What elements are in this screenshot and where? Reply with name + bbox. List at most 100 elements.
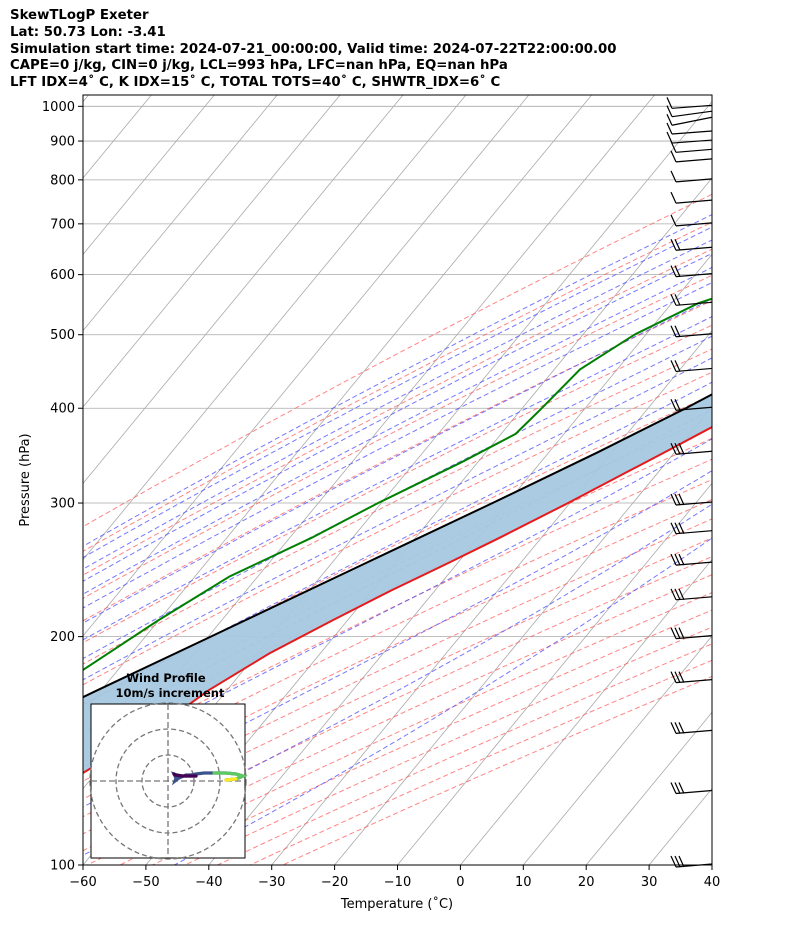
isotherm-line — [83, 95, 404, 484]
moist-adiabat-line — [83, 298, 712, 624]
wind-barb — [666, 105, 713, 118]
wind-barb-flag — [674, 553, 681, 566]
wind-barb-flag — [670, 782, 677, 794]
y-tick-label: 800 — [50, 173, 75, 188]
wind-barb-shaft — [671, 110, 713, 118]
moist-adiabat-line — [83, 252, 712, 582]
wind-barb-flag — [674, 265, 681, 277]
y-tick-label: 900 — [50, 135, 75, 150]
x-tick-label: −30 — [258, 875, 285, 890]
wind-barb-shaft — [671, 130, 713, 135]
wind-barb-shaft — [671, 139, 713, 144]
wind-barb-shaft — [675, 148, 713, 153]
wind-barb — [670, 239, 713, 251]
chart-header: SkewTLogP Exeter Lat: 50.73 Lon: -3.41 S… — [10, 8, 617, 92]
x-tick-label: −40 — [195, 875, 222, 890]
dry-adiabat-line — [83, 274, 712, 599]
x-tick-label: −50 — [132, 875, 159, 890]
isotherm-line — [397, 482, 712, 865]
hodograph-surface-segment — [224, 777, 238, 782]
time-line: Simulation start time: 2024-07-21_00:00:… — [10, 41, 617, 57]
y-tick-label: 100 — [50, 859, 75, 874]
wind-barb-flag — [678, 493, 685, 506]
wind-barb-flag — [670, 493, 677, 506]
inset-title: Wind Profile — [126, 671, 206, 685]
indices-line: LFT IDX=4˚ C, K IDX=15˚ C, TOTAL TOTS=40… — [10, 75, 501, 91]
dry-adiabat-line — [83, 518, 712, 818]
wind-barb-flag — [670, 360, 677, 372]
wind-barb — [670, 398, 713, 411]
wind-barb-shaft — [675, 501, 713, 506]
moist-adiabat-line — [83, 381, 712, 705]
axes: −60 −50 −40 −30 −20 −10 0 10 20 30 40 1000 900 800 700… — [42, 100, 720, 890]
wind-barb-flag — [666, 105, 673, 117]
dry-adiabat-line — [83, 300, 712, 622]
chart-title: SkewTLogP Exeter — [10, 8, 149, 23]
wind-barb — [666, 122, 713, 135]
mixing-ratio-line — [754, 95, 794, 275]
x-tick-label: 30 — [641, 875, 658, 890]
wind-barb-flag — [670, 170, 677, 183]
moist-adiabat-line — [83, 239, 712, 570]
dry-adiabat-line — [184, 626, 712, 865]
wind-barb-shaft — [675, 450, 713, 455]
moist-adiabat-line — [83, 315, 712, 641]
wind-barb-flag — [674, 442, 681, 455]
wind-barb-shaft — [675, 406, 713, 411]
wind-barb-flag — [678, 722, 685, 734]
wind-barb — [670, 493, 713, 506]
isotherm-line — [208, 253, 712, 865]
wind-barb — [670, 782, 713, 795]
wind-barb — [670, 214, 713, 227]
x-tick-label: −20 — [321, 875, 348, 890]
wind-barb-flag — [674, 722, 681, 734]
wind-barb-flag — [674, 782, 681, 794]
wind-barb-flag — [670, 265, 677, 277]
wind-barb-flag — [678, 522, 685, 534]
x-axis-label: Temperature (˚C) — [340, 896, 453, 912]
dry-adiabat-line — [83, 394, 712, 706]
wind-barb-flag — [670, 239, 677, 251]
wind-barb-shaft — [675, 222, 713, 227]
y-tick-label: 500 — [50, 328, 75, 343]
y-tick-label: 300 — [50, 497, 75, 512]
dry-adiabat-line — [152, 609, 712, 865]
wind-barb-flag — [670, 442, 677, 455]
wind-profile-inset: Wind Profile 10m/s increment — [89, 671, 248, 860]
parameters-line: CAPE=0 j/kg, CIN=0 j/kg, LCL=993 hPa, LF… — [10, 58, 508, 74]
wind-barb-flag — [678, 627, 685, 639]
wind-barb-shaft — [675, 333, 713, 338]
wind-barb — [670, 265, 713, 278]
wind-barb-flag — [678, 442, 685, 455]
wind-barb-shaft — [675, 789, 713, 795]
wind-barb-shaft — [675, 246, 713, 251]
location-line: Lat: 50.73 Lon: -3.41 — [10, 24, 166, 40]
wind-barb — [670, 141, 713, 153]
dry-adiabat-line — [83, 193, 712, 528]
wind-barb — [670, 522, 713, 535]
isotherm-line — [711, 864, 712, 865]
isotherm-line — [83, 95, 467, 561]
wind-barb-flag — [674, 522, 681, 534]
wind-barb — [670, 442, 713, 455]
wind-barb — [666, 131, 713, 144]
wind-barb — [670, 722, 713, 735]
wind-barb-flag — [670, 191, 677, 204]
isotherm-line — [585, 711, 712, 865]
wind-barb-shaft — [671, 116, 713, 126]
wind-barb-shaft — [675, 635, 713, 640]
wind-barb-flag — [674, 360, 681, 372]
wind-barb-flag — [678, 553, 685, 566]
x-tick-label: 40 — [704, 875, 721, 890]
wind-barbs — [666, 97, 713, 868]
wind-barb-flag — [666, 131, 673, 144]
isotherm-line — [83, 95, 530, 637]
wind-barb-flag — [674, 671, 681, 683]
wind-barb-flag — [670, 398, 677, 411]
wind-barb-flag — [666, 113, 673, 126]
wind-barb-flag — [674, 325, 681, 337]
y-tick-label: 1000 — [42, 100, 75, 115]
x-tick-label: −10 — [384, 875, 411, 890]
wind-barb-shaft — [675, 530, 713, 535]
isotherm-line — [83, 95, 215, 255]
